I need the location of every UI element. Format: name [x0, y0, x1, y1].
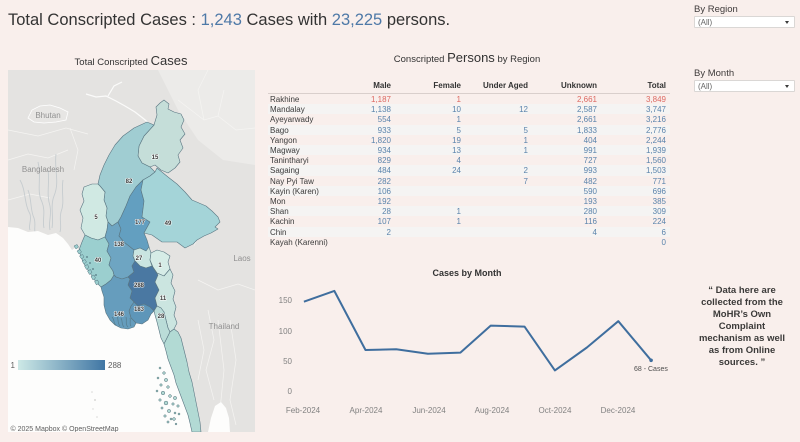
svg-text:Thailand: Thailand — [209, 322, 240, 331]
svg-text:27: 27 — [136, 256, 143, 262]
svg-text:40: 40 — [95, 258, 102, 264]
svg-text:288: 288 — [108, 361, 122, 370]
svg-text:Laos: Laos — [233, 254, 250, 263]
svg-text:5: 5 — [94, 215, 98, 221]
svg-text:28: 28 — [158, 314, 165, 320]
svg-text:177: 177 — [135, 220, 146, 226]
svg-text:82: 82 — [126, 179, 133, 185]
svg-text:1: 1 — [158, 263, 162, 269]
svg-text:146: 146 — [114, 312, 125, 318]
svg-text:138: 138 — [114, 242, 125, 248]
svg-text:288: 288 — [134, 283, 145, 289]
svg-text:49: 49 — [165, 221, 172, 227]
svg-text:11: 11 — [160, 296, 167, 302]
svg-text:© 2025 Mapbox © OpenStreetMap: © 2025 Mapbox © OpenStreetMap — [11, 425, 119, 432]
svg-text:Bangladesh: Bangladesh — [22, 165, 64, 174]
svg-text:183: 183 — [134, 307, 145, 313]
svg-text:Bhutan: Bhutan — [35, 111, 60, 120]
svg-text:15: 15 — [152, 155, 159, 161]
svg-text:1: 1 — [11, 361, 16, 370]
